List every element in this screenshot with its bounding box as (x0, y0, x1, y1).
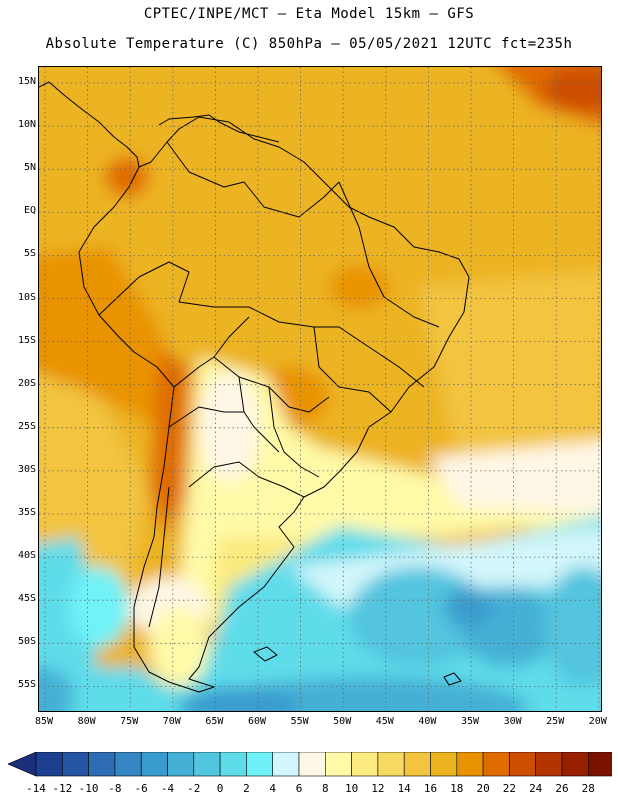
colorbar-label: 22 (502, 782, 517, 795)
lon-label: 35W (460, 716, 480, 727)
colorbar-label: 2 (243, 782, 250, 795)
colorbar-swatch (403, 752, 431, 777)
lat-label: 20S (17, 377, 36, 389)
coastlines (39, 81, 470, 693)
colorbar-swatch (88, 752, 116, 777)
colorbar-swatch (167, 752, 195, 777)
colorbar-label: 10 (344, 782, 359, 795)
colorbar-swatch (535, 752, 563, 777)
colorbar-swatch (193, 752, 221, 777)
colorbar-label: 28 (581, 782, 595, 795)
lon-label: 45W (375, 716, 394, 727)
lon-label: 55W (290, 716, 309, 727)
chart-title: CPTEC/INPE/MCT – Eta Model 15km – GFS (143, 6, 475, 22)
colorbar-label: 6 (295, 782, 303, 795)
colorbar-label: -6 (134, 782, 148, 795)
temperature-map (38, 66, 602, 712)
lat-label: 25S (17, 420, 36, 432)
colorbar-label: 20 (476, 782, 490, 795)
lon-label: 60W (247, 716, 267, 727)
colorbar-swatch (298, 752, 326, 777)
lat-label: 15N (17, 76, 36, 87)
colorbar-swatch (272, 752, 300, 777)
colorbar-swatch (377, 752, 405, 777)
colorbar-swatch (246, 752, 273, 777)
lat-label: 50S (17, 636, 36, 648)
colorbar-label: 4 (269, 782, 276, 795)
lat-label: 5N (23, 162, 36, 174)
lat-label: 40S (17, 550, 36, 562)
lon-label: 70W (162, 716, 181, 727)
chart-subtitle: Absolute Temperature (C) 850hPa – 05/05/… (45, 36, 573, 52)
colorbar-label: 24 (529, 782, 543, 795)
colorbar-label: 0 (216, 782, 224, 795)
colorbar-label: 16 (423, 782, 438, 795)
colorbar-label: -8 (108, 782, 122, 795)
colorbar-label: 14 (397, 782, 411, 795)
colorbar-swatch (587, 752, 612, 777)
colorbar-swatch (456, 752, 484, 777)
colorbar-label: -4 (160, 782, 175, 795)
lon-label: 85W (34, 716, 54, 727)
lon-label: 25W (546, 716, 565, 727)
colorbar-swatch (561, 752, 589, 777)
lon-label: 30W (503, 716, 522, 727)
lon-label: 75W (120, 716, 139, 727)
lon-label: 20W (588, 716, 607, 727)
colorbar-swatch (482, 752, 510, 777)
lat-label: 45S (17, 593, 36, 605)
colorbar-label: 8 (321, 782, 329, 795)
colorbar-swatch (351, 752, 379, 777)
lon-label: 80W (77, 716, 96, 727)
lat-label: 55S (17, 679, 36, 691)
colorbar-label: -12 (52, 782, 73, 795)
colorbar-label: -2 (187, 782, 201, 795)
lat-label: 10N (17, 119, 36, 131)
colorbar-swatch (35, 752, 63, 777)
lon-label: 65W (205, 716, 224, 727)
lat-label: 10S (17, 291, 36, 303)
colorbar-swatch (219, 752, 247, 777)
temperature-field (39, 67, 601, 711)
colorbar-label: 12 (371, 782, 385, 795)
lat-label: 15S (17, 334, 36, 346)
lat-label: 5S (23, 248, 36, 260)
colorbar-under-triangle (8, 752, 37, 777)
colorbar-swatch (114, 752, 142, 777)
colorbar-label: -10 (78, 782, 99, 795)
colorbar-swatch (324, 752, 352, 777)
lat-label: 30S (17, 463, 36, 475)
lat-label: 35S (17, 507, 36, 518)
colorbar-label: -14 (26, 782, 46, 795)
colorbar-label: 26 (555, 782, 569, 795)
lat-label: EQ (23, 205, 36, 217)
colorbar-label: 18 (450, 782, 464, 795)
colorbar-swatch (140, 752, 168, 777)
colorbar-swatch (61, 752, 89, 777)
colorbar-swatch (509, 752, 536, 777)
colorbar-swatch (430, 752, 458, 777)
lon-label: 40W (418, 716, 437, 727)
lon-label: 50W (333, 716, 352, 727)
